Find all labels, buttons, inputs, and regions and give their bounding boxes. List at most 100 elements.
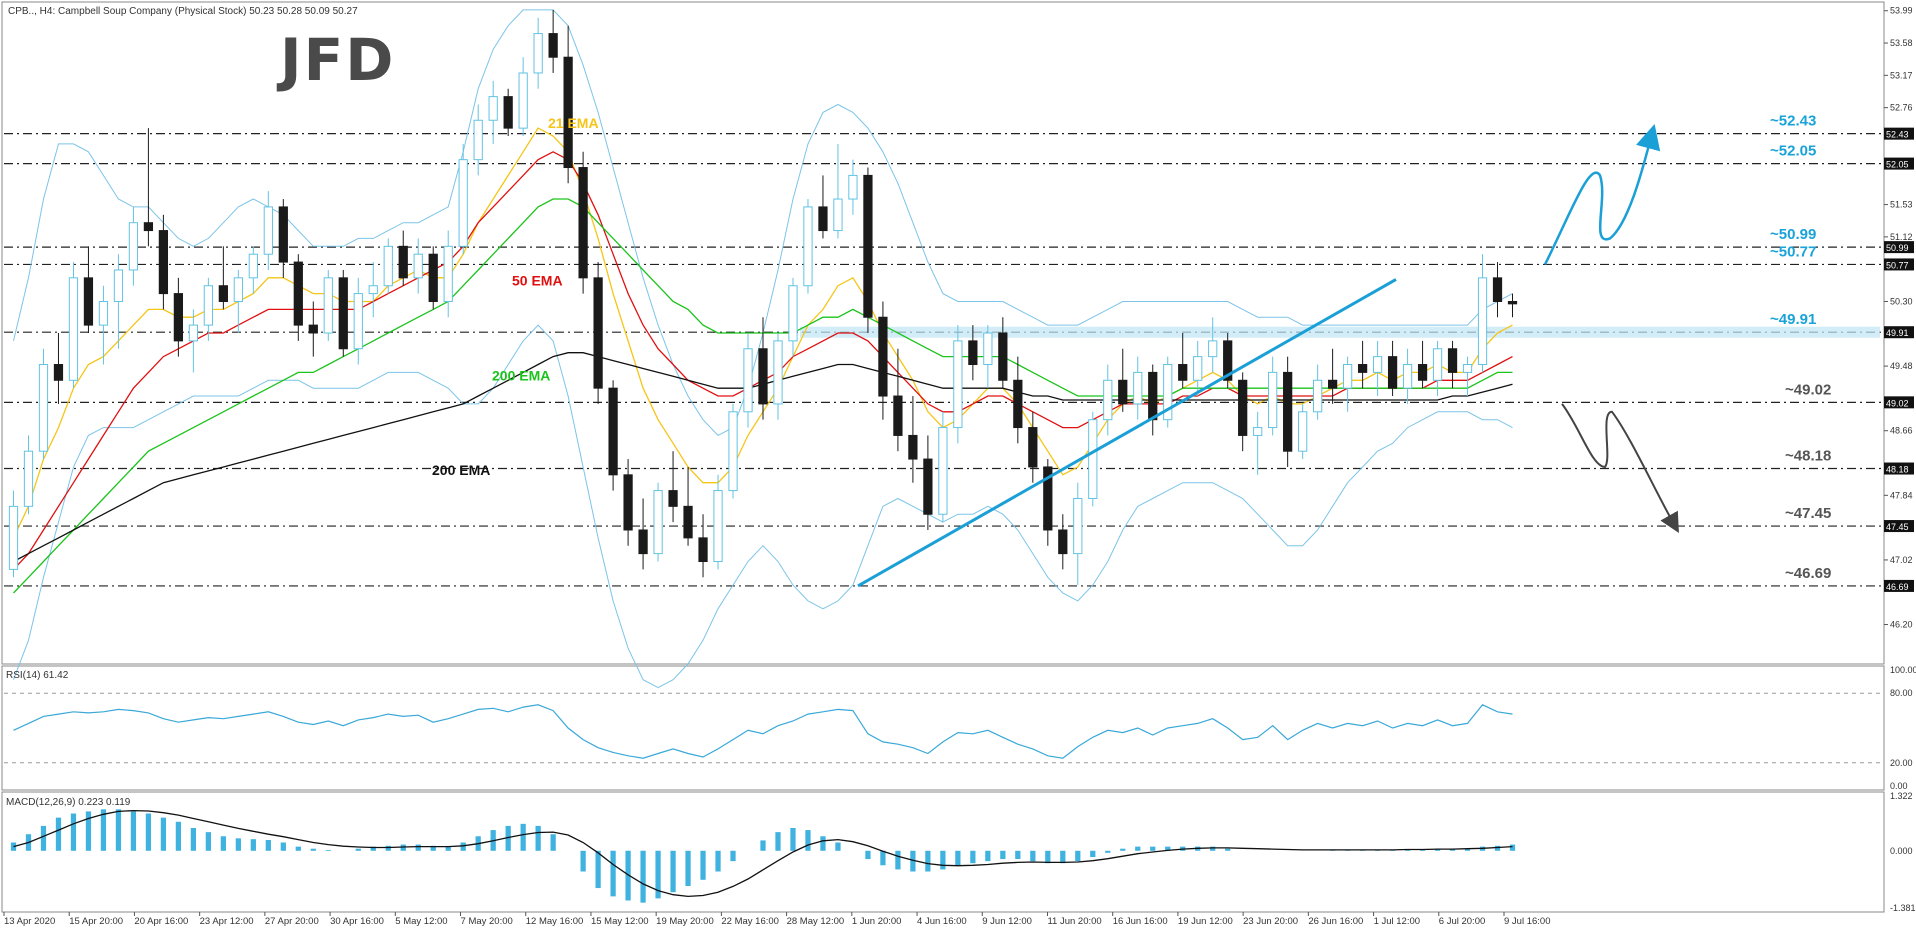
time-tick-label: 28 May 12:00 <box>787 916 845 927</box>
candle-body <box>878 316 888 397</box>
candle-body <box>893 395 903 436</box>
candle-body <box>1208 340 1218 358</box>
support-zone <box>800 326 1880 338</box>
candle-body <box>653 490 663 555</box>
candle-body <box>233 277 243 302</box>
candle-body <box>623 474 633 531</box>
price-tick-label: 53.58 <box>1890 38 1913 48</box>
candle-body <box>23 450 34 507</box>
candle-body <box>443 245 453 302</box>
candle-body <box>8 505 19 570</box>
candle-body <box>788 285 798 342</box>
macd-tick-label: 0.000 <box>1890 846 1913 856</box>
candle-body <box>1283 371 1293 452</box>
candle-body <box>293 261 303 326</box>
level-axis-tag <box>1884 579 1914 592</box>
level-labels: ~52.43 ~52.05 ~50.99~50.77 ~49.91 ~49.02 ~48.… <box>1770 113 1831 582</box>
price-tick-label: 53.17 <box>1890 70 1913 80</box>
candle-body <box>668 490 678 507</box>
rsi-label: RSI(14) 61.42 <box>6 670 69 681</box>
candle-body <box>278 206 288 263</box>
candle-body <box>713 490 723 563</box>
candle-body <box>938 427 948 515</box>
price-tick-label: 51.53 <box>1890 200 1913 210</box>
rsi-indicator: 100.00 80.00 20.00 0.00 <box>4 665 1916 791</box>
level-axis-tag <box>1884 326 1914 339</box>
candle-body <box>98 300 109 326</box>
time-tick-label: 1 Jul 12:00 <box>1374 916 1420 927</box>
candle-body <box>1118 379 1128 405</box>
price-tick-label: 51.12 <box>1890 232 1913 242</box>
candle-body <box>1402 364 1413 389</box>
level-label: ~50.77 <box>1770 243 1816 260</box>
candle-body <box>908 434 918 460</box>
candle-body <box>128 222 139 271</box>
candle-body <box>53 364 64 381</box>
level-axis-tag-text: 52.43 <box>1886 130 1909 140</box>
candle-body <box>218 285 228 302</box>
level-axis-tag-text: 50.99 <box>1886 243 1909 253</box>
candle-body <box>743 348 753 413</box>
price-tick-label: 46.20 <box>1890 620 1913 630</box>
candle-body <box>368 285 378 295</box>
macd-indicator: 1.322 0.000 -1.381 <box>10 791 1916 913</box>
price-tick-label: 47.84 <box>1890 490 1913 500</box>
candle-body <box>608 387 618 476</box>
candle-body <box>173 293 184 342</box>
time-tick-label: 23 Jun 20:00 <box>1243 916 1298 927</box>
candle-body <box>83 277 94 326</box>
time-tick-label: 15 May 12:00 <box>591 916 649 927</box>
candle-body <box>968 340 978 366</box>
candle-body <box>548 33 558 58</box>
time-tick-label: 16 Jun 16:00 <box>1113 916 1168 927</box>
candle-body <box>1357 364 1368 373</box>
candle-body <box>1253 427 1263 436</box>
candle-body <box>638 529 648 555</box>
candlesticks <box>8 9 1518 586</box>
price-tick-label: 49.48 <box>1890 361 1913 371</box>
time-tick-label: 15 Apr 20:00 <box>69 916 123 927</box>
rsi-line <box>13 704 1513 759</box>
candle-body <box>383 245 393 287</box>
macd-tick-label: -1.381 <box>1890 903 1916 913</box>
level-axis-tag-text: 49.91 <box>1886 328 1909 338</box>
level-label: ~46.69 <box>1785 565 1831 582</box>
time-tick-label: 9 Jul 16:00 <box>1504 916 1550 927</box>
candle-body <box>533 33 543 74</box>
level-axis-tag-text: 50.77 <box>1886 260 1909 270</box>
price-axis: 52.43 52.05 50.99 50.77 49.91 49.02 48.18 47.45… <box>1884 6 1914 630</box>
level-axis-tag <box>1884 396 1914 409</box>
level-axis-tag <box>1884 127 1914 140</box>
candle-body <box>1387 356 1398 389</box>
candle-body <box>1028 427 1038 468</box>
symbol-info: CPB.., H4: Campbell Soup Company (Physic… <box>8 6 358 17</box>
candle-body <box>923 458 933 515</box>
level-label: ~52.05 <box>1770 143 1816 160</box>
candle-body <box>683 505 693 539</box>
candle-body <box>1432 348 1443 381</box>
level-axis-tag <box>1884 258 1914 271</box>
ma-label: 200 EMA <box>492 367 550 383</box>
level-label: ~47.45 <box>1785 505 1831 522</box>
candle-body <box>68 277 79 381</box>
time-tick-label: 11 Jun 20:00 <box>1047 916 1101 927</box>
candle-body <box>1178 364 1188 381</box>
candle-body <box>1507 300 1518 305</box>
candle-body <box>803 206 813 287</box>
level-label: ~49.91 <box>1770 311 1816 328</box>
candle-body <box>203 285 213 326</box>
ma-label: 50 EMA <box>512 273 563 289</box>
candle-body <box>1148 371 1158 421</box>
level-axis-tag-text: 47.45 <box>1886 522 1909 532</box>
trendline-layer <box>857 278 1397 588</box>
time-tick-label: 19 May 20:00 <box>656 916 714 927</box>
candle-body <box>1447 348 1458 373</box>
candle-body <box>1238 379 1248 436</box>
level-axis-tag-text: 49.02 <box>1886 398 1909 408</box>
price-tick-label: 50.30 <box>1890 296 1913 306</box>
ascending-trendline <box>857 278 1397 588</box>
time-tick-label: 5 May 12:00 <box>395 916 447 927</box>
ma-label: 21 EMA <box>548 115 599 131</box>
